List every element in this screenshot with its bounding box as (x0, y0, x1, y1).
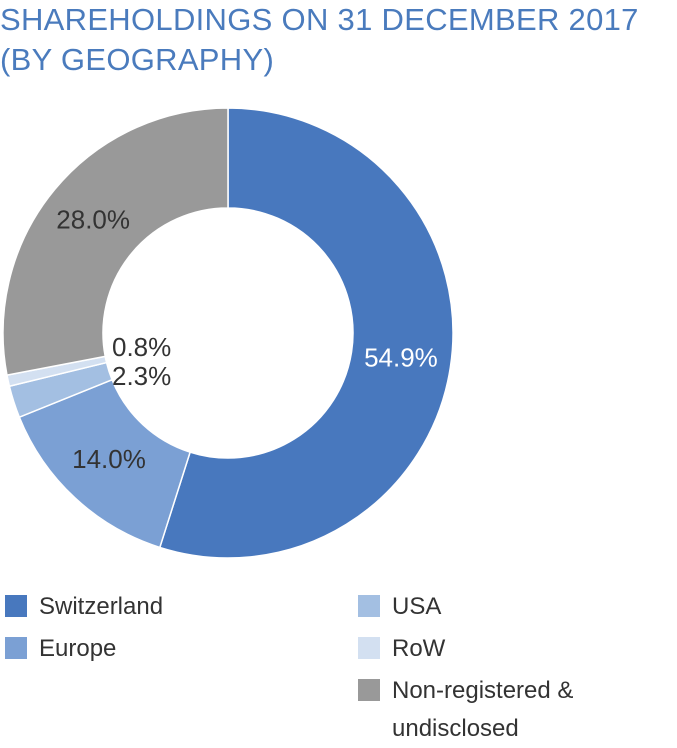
legend-swatch (358, 679, 380, 701)
legend-swatch (358, 595, 380, 617)
legend-item: USA (358, 588, 658, 626)
legend-item: Switzerland (5, 588, 335, 626)
legend-label: Europe (39, 635, 117, 662)
legend-label: RoW (392, 635, 446, 662)
legend-swatch (358, 637, 380, 659)
data-label: 54.9% (364, 343, 438, 373)
data-label: 0.8% (112, 332, 171, 362)
legend-label: Non-registered & undisclosed (392, 677, 574, 742)
data-label: 2.3% (112, 361, 171, 391)
chart: 54.9% 14.0% 2.3%0.8% 28.0% (2, 107, 454, 559)
legend-label: USA (392, 593, 442, 620)
chart-title: SHAREHOLDINGS ON 31 DECEMBER 2017 (BY GE… (0, 2, 639, 77)
legend-item: RoW (358, 630, 658, 668)
data-label: 28.0% (56, 204, 130, 234)
legend-swatch (5, 637, 27, 659)
data-label: 14.0% (72, 444, 146, 474)
legend-swatch (5, 595, 27, 617)
legend-label: Switzerland (39, 593, 164, 620)
legend-item: Non-registered & undisclosed (358, 672, 658, 748)
donut-segment (2, 107, 229, 377)
legend-item: Europe (5, 630, 335, 668)
donut-segment (158, 107, 454, 559)
